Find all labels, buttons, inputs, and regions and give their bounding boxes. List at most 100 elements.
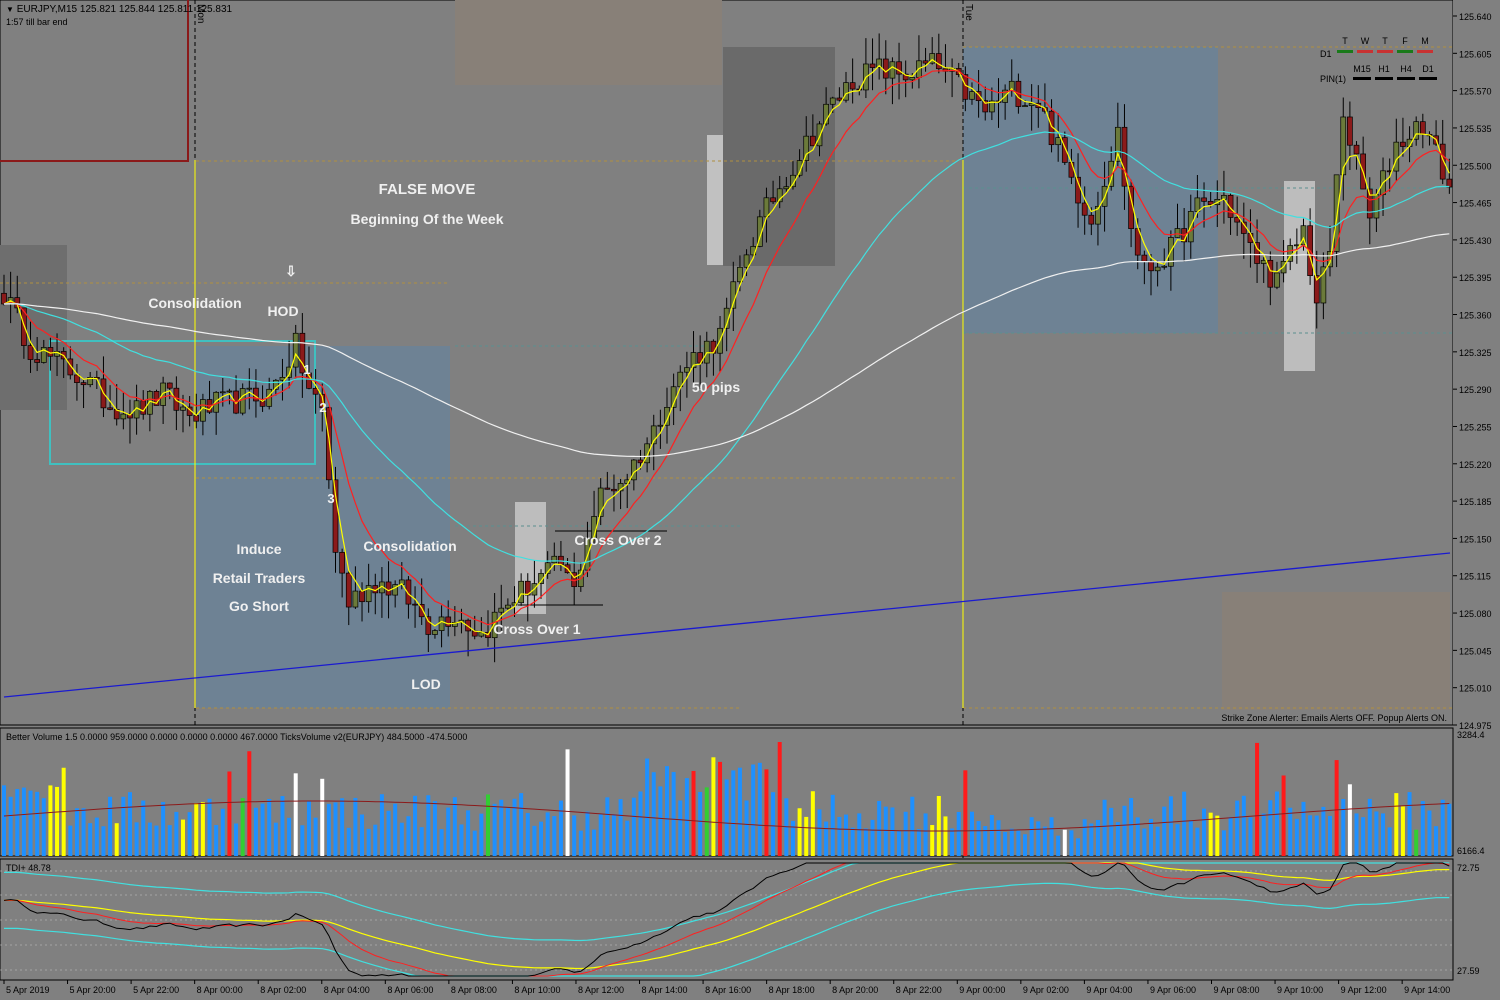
candle-body [611,488,617,492]
volume-average-line [3,800,1450,832]
annotation-consolidation-left: Consolidation [148,295,241,311]
volume-bar [419,827,424,856]
candle-body [1353,144,1360,155]
volume-bar [850,827,855,856]
candle-body [505,604,511,609]
candle-body [657,424,664,427]
volume-bar [1261,813,1266,856]
price-tick-label: 125.360 [1459,311,1492,321]
volume-bar [1235,800,1240,856]
annotation-cross1: Cross Over 1 [493,621,580,637]
volume-bar [744,800,749,856]
volume-bar [360,814,365,856]
candle-body [1413,121,1420,140]
consolidation-box [49,340,316,465]
candle-body [359,590,365,603]
candle-body [1114,126,1121,162]
candle-body [418,604,425,618]
volume-bar [439,829,444,856]
candle-body [843,82,849,101]
volume-bar [718,761,723,856]
volume-bar [565,749,570,856]
volume-bar [48,785,53,856]
volume-panel-title: Better Volume 1.5 0.0000 959.0000 0.0000… [6,732,467,742]
volume-bar [1082,819,1087,856]
price-tick-label: 125.430 [1459,236,1492,246]
candle-body [365,585,372,603]
volume-bar [1036,821,1041,856]
volume-bar [306,801,311,856]
candle-body [1194,197,1201,212]
volume-bar [214,825,219,856]
volume-bar [532,825,537,856]
volume-bar [1069,830,1074,856]
volume-bar [485,794,490,856]
volume-bar [996,820,1001,856]
candle-body [909,77,916,81]
candle-body [87,377,94,386]
prev-range-box [0,0,189,162]
candle-body [962,74,969,100]
volume-bar [1016,830,1021,856]
volume-bar [247,751,252,856]
volume-bar [552,816,557,856]
volume-bar [174,811,179,856]
volume-bar [598,813,603,856]
candle-body [74,374,80,383]
candle-body [690,352,697,369]
candle-body [1201,197,1207,202]
candle-body [644,443,650,464]
triangle-down-icon[interactable]: ▼ [6,5,14,14]
symbol-label: EURJPY,M15 [16,4,78,15]
candle-body [405,579,412,605]
volume-bar [1221,830,1226,856]
zone-dark-top [723,47,835,266]
strength-header: F [1402,36,1408,46]
time-tick-label: 9 Apr 04:00 [1086,985,1132,995]
candle-body [664,406,670,426]
candle-body [1154,266,1161,272]
candle-body [1340,116,1347,176]
candle-body [498,607,505,613]
candle-body [1320,266,1327,304]
price-tick-label: 125.605 [1459,49,1492,59]
candle-body [213,391,220,413]
candle-body [432,630,438,635]
volume-bar [830,794,835,856]
volume-bar [15,789,20,856]
volume-bar [645,758,650,856]
candle-body [1446,178,1453,188]
annotation-n1: 1 [303,362,310,377]
candle-body [1400,141,1406,147]
volume-bar [499,799,504,856]
volume-bar [366,828,371,856]
volume-bar [114,823,119,856]
candle-body [544,562,551,574]
candle-body [34,359,41,363]
volume-bar [558,800,563,856]
zone-brown-top [455,0,722,85]
tdi-scale-max: 72.75 [1457,863,1480,873]
moving-average-line [3,69,1450,626]
tdi-base-line [3,862,1450,970]
volume-bar [923,813,928,856]
candle-body [684,367,690,373]
candle-body [637,459,644,464]
strength-header: W [1361,36,1370,46]
time-tick-label: 8 Apr 02:00 [260,985,306,995]
candle-body [1333,174,1340,252]
volume-bar [592,829,597,856]
volume-bar [167,825,172,856]
volume-bar [525,813,530,856]
volume-bar [1274,791,1279,856]
volume-bar [8,796,13,856]
candle-body [412,603,418,606]
volume-bar [737,767,742,856]
volume-bar [240,798,245,856]
time-tick-label: 9 Apr 12:00 [1341,985,1387,995]
volume-bar [293,773,298,856]
strength-header: M [1421,36,1429,46]
volume-bar [1407,792,1412,856]
volume-bar [983,826,988,856]
